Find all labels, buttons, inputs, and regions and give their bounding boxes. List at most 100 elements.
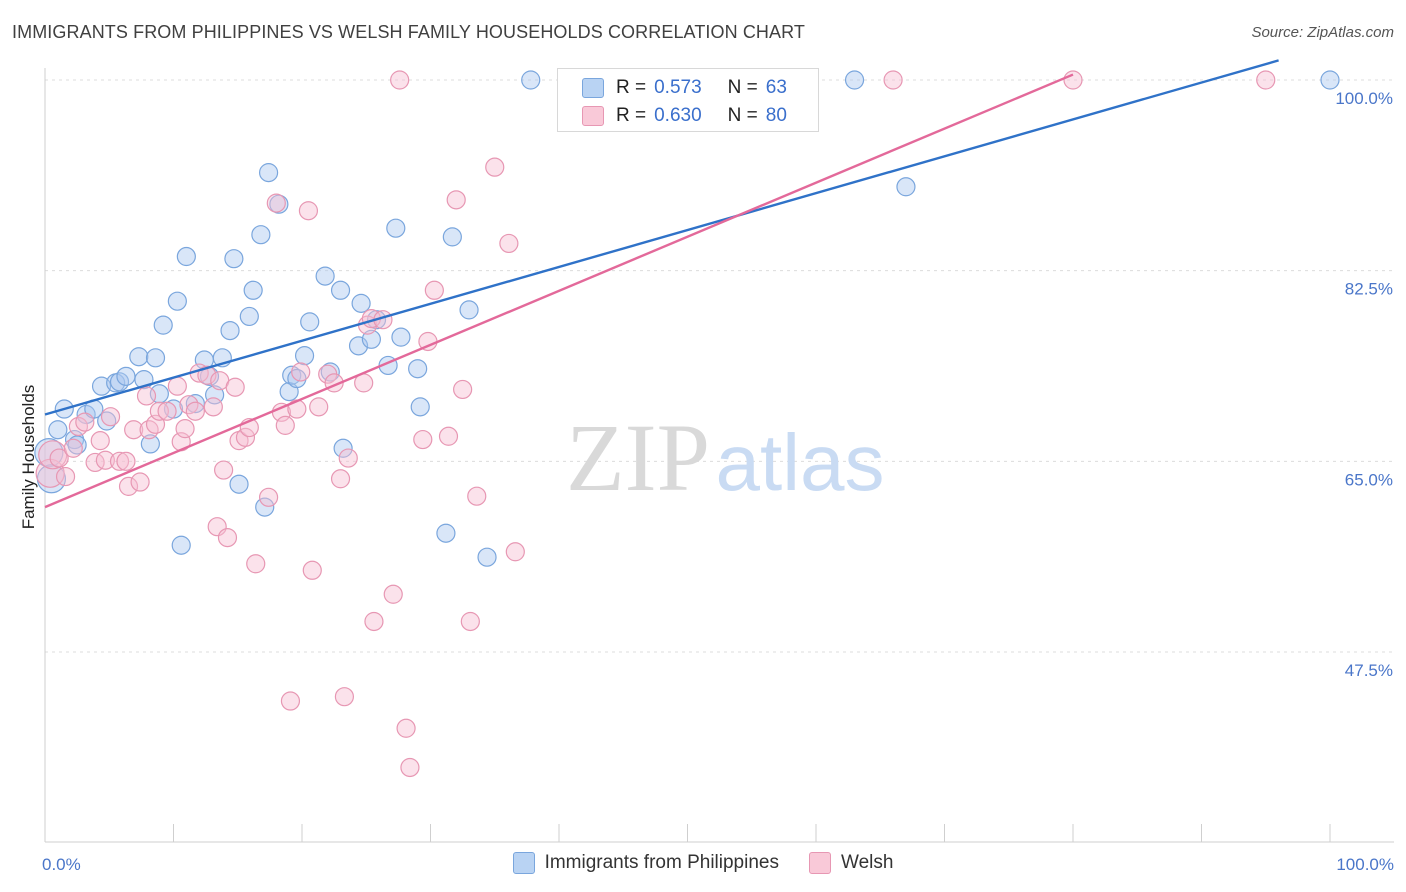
series-0-point-58	[477, 547, 497, 567]
series-1-point-68	[460, 611, 480, 632]
series-1-point-13	[118, 476, 139, 496]
watermark-zip: ZIP	[566, 404, 710, 511]
y-tick-label-3: 47.5%	[1345, 661, 1393, 680]
legend-item-welsh: Welsh	[808, 852, 894, 874]
series-1-point-4	[63, 438, 83, 458]
series-1-point-41	[275, 415, 295, 435]
series-1-point-27	[197, 365, 217, 385]
series-legend: Immigrants from Philippines Welsh	[0, 852, 1406, 874]
series-1-point-35	[235, 427, 256, 447]
series-1-point-70	[485, 157, 505, 177]
series-1-point-11	[109, 451, 130, 471]
stats-row-welsh: R = 0.630 N = 80	[582, 101, 787, 131]
series-0-point-28	[220, 320, 240, 341]
series-0-point-55	[436, 523, 456, 543]
series-1-point-69	[467, 486, 487, 506]
series-1-point-10	[100, 407, 121, 427]
series-1-point-67	[453, 379, 473, 400]
series-1-point-23	[175, 419, 195, 439]
series-1-point-14	[124, 420, 144, 440]
series-1-point-37	[246, 554, 266, 574]
legend-label-philippines: Immigrants from Philippines	[544, 852, 779, 873]
series-0-point-45	[333, 438, 353, 458]
x-tick-label-0: 0.0%	[42, 855, 81, 874]
series-1-point-33	[225, 377, 245, 397]
source-credit: Source: ZipAtlas.com	[1251, 24, 1394, 41]
series-1-point-78	[1063, 70, 1083, 90]
series-1-point-9	[95, 450, 115, 470]
watermark: ZIP atlas	[566, 404, 884, 511]
series-1-point-44	[291, 362, 311, 382]
series-1-point-6	[75, 412, 95, 432]
series-0-point-41	[300, 312, 320, 332]
series-1-point-21	[167, 376, 187, 396]
series-0-point-8	[91, 376, 112, 396]
y-tick-label-0: 100.0%	[1335, 89, 1393, 108]
stats-r-label: R =	[616, 77, 647, 98]
series-1-point-28	[203, 397, 223, 417]
series-1-point-59	[390, 70, 410, 90]
legend-swatch-welsh	[808, 852, 831, 874]
series-0-point-20	[167, 291, 187, 311]
stats-n-label: N =	[727, 105, 758, 126]
stats-r-label: R =	[616, 105, 647, 126]
points-layer	[34, 70, 1340, 778]
series-1-point-20	[157, 401, 177, 421]
x-tick-label-1: 100.0%	[1336, 855, 1394, 874]
series-1-point-16	[136, 386, 157, 406]
legend-item-philippines: Immigrants from Philippines	[512, 852, 779, 874]
series-0-point-34	[255, 497, 275, 517]
series-0-point-62	[1320, 70, 1340, 90]
stats-swatch-welsh	[582, 106, 604, 126]
series-0-point-30	[229, 474, 249, 494]
series-1-point-3	[55, 466, 76, 487]
chart-title: IMMIGRANTS FROM PHILIPPINES VS WELSH FAM…	[12, 22, 805, 42]
series-0-point-52	[391, 327, 411, 347]
series-1-point-42	[280, 691, 301, 711]
legend-label-welsh: Welsh	[840, 852, 894, 873]
series-0-point-43	[320, 362, 340, 382]
series-1-point-56	[364, 611, 384, 632]
series-0-point-22	[176, 246, 196, 267]
series-1-point-58	[383, 584, 403, 604]
y-tick-label-1: 82.5%	[1345, 280, 1393, 299]
series-1-point-8	[90, 431, 110, 451]
series-0-point-33	[251, 225, 271, 245]
stats-n-value: 80	[765, 105, 787, 126]
series-1-point-25	[185, 401, 205, 421]
series-0-point-47	[351, 293, 371, 313]
series-0-point-31	[239, 306, 259, 327]
series-0-point-18	[153, 315, 173, 335]
series-1-point-32	[217, 527, 238, 548]
stats-swatch-philippines	[582, 78, 604, 98]
series-0-point-15	[140, 434, 160, 454]
series-1-point-38	[258, 487, 279, 507]
legend-swatch-philippines	[512, 852, 535, 874]
series-1-point-51	[334, 687, 355, 707]
series-1-points	[35, 70, 1276, 778]
axes	[44, 68, 1394, 843]
series-1-point-71	[499, 233, 519, 254]
series-1-point-12	[116, 451, 136, 471]
series-0-point-61	[896, 177, 916, 197]
series-1-point-46	[302, 560, 322, 580]
series-0-point-56	[442, 227, 462, 247]
y-tick-label-2: 65.0%	[1345, 470, 1393, 489]
y-tick-labels: 100.0% 82.5% 65.0% 47.5%	[1335, 89, 1393, 680]
series-0-point-57	[459, 300, 479, 320]
series-0-point-44	[330, 280, 351, 300]
series-0-point-48	[361, 329, 381, 349]
trend-lines	[44, 59, 1279, 509]
series-0-point-21	[171, 535, 191, 555]
x-tick-labels: 0.0% 100.0%	[42, 855, 1394, 874]
series-0-point-32	[243, 280, 263, 300]
series-1-point-39	[266, 193, 286, 213]
series-0-point-35	[258, 163, 279, 183]
series-0-point-60	[844, 70, 865, 90]
series-0-point-16	[145, 348, 166, 368]
series-0-point-13	[129, 347, 149, 367]
series-1-point-50	[330, 469, 351, 489]
stats-legend-box: R = 0.573 N = 63 R = 0.630 N = 80	[557, 68, 819, 132]
series-1-point-77	[883, 70, 903, 90]
